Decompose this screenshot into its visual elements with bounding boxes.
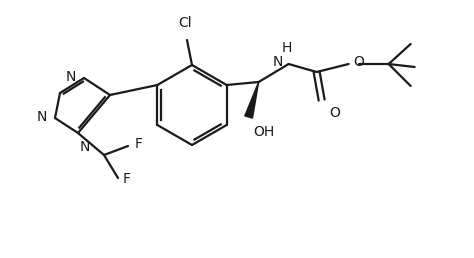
- Text: N: N: [272, 55, 283, 69]
- Text: OH: OH: [254, 125, 275, 139]
- Text: O: O: [354, 55, 365, 69]
- Text: F: F: [135, 137, 143, 151]
- Text: N: N: [80, 140, 91, 154]
- Text: H: H: [282, 41, 292, 55]
- Polygon shape: [245, 82, 259, 118]
- Text: Cl: Cl: [178, 16, 192, 30]
- Text: N: N: [36, 110, 47, 124]
- Text: N: N: [65, 70, 76, 84]
- Text: O: O: [329, 106, 340, 120]
- Text: F: F: [123, 172, 131, 186]
